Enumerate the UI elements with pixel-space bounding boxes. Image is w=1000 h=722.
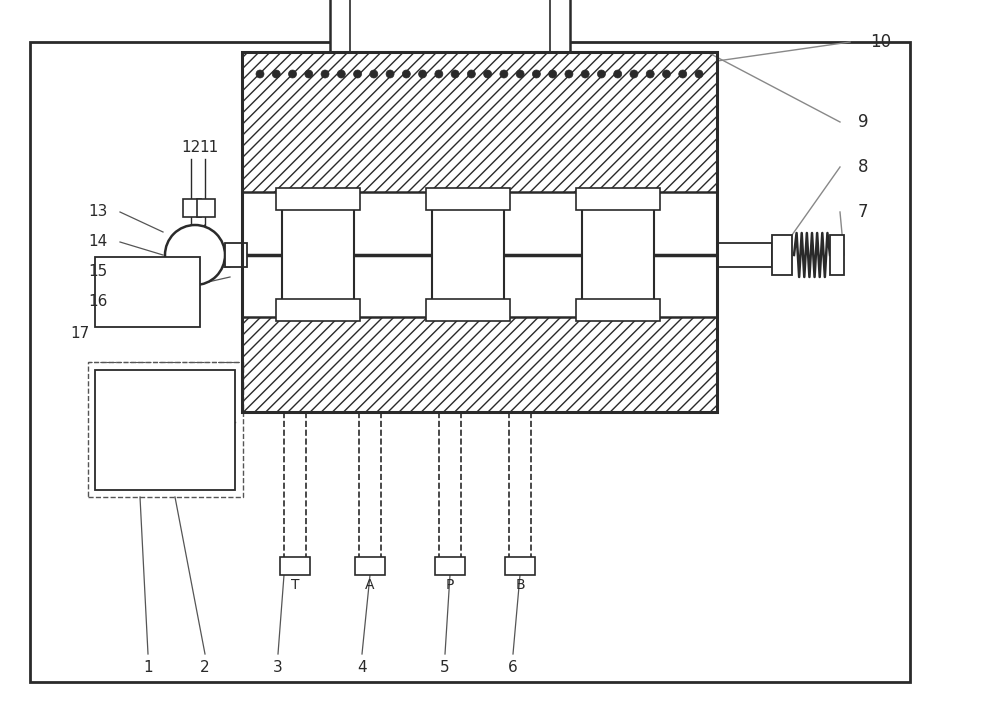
Circle shape — [370, 70, 378, 78]
Bar — [772, 235, 792, 275]
Text: 8: 8 — [858, 158, 868, 176]
Text: A: A — [365, 578, 375, 592]
Circle shape — [662, 70, 670, 78]
Bar — [576, 299, 660, 321]
Bar — [242, 52, 717, 192]
Bar — [95, 257, 200, 327]
Circle shape — [419, 70, 427, 78]
Circle shape — [597, 70, 605, 78]
Bar — [426, 299, 510, 321]
Circle shape — [484, 70, 492, 78]
Circle shape — [435, 70, 443, 78]
Circle shape — [451, 70, 459, 78]
Circle shape — [695, 70, 703, 78]
Text: 3: 3 — [273, 659, 283, 674]
Circle shape — [256, 70, 264, 78]
Bar — [717, 243, 772, 267]
Bar — [830, 235, 844, 275]
Circle shape — [272, 70, 280, 78]
Text: 12: 12 — [181, 139, 201, 155]
Circle shape — [565, 70, 573, 78]
Bar — [582, 197, 654, 312]
Circle shape — [679, 70, 687, 78]
Bar — [276, 299, 360, 321]
Bar — [30, 42, 910, 682]
Circle shape — [386, 70, 394, 78]
Text: 5: 5 — [440, 659, 450, 674]
Circle shape — [516, 70, 524, 78]
Bar — [355, 557, 385, 575]
Bar — [426, 188, 510, 210]
Bar — [197, 199, 215, 217]
Circle shape — [614, 70, 622, 78]
Circle shape — [337, 70, 345, 78]
Text: P: P — [446, 578, 454, 592]
Bar — [242, 317, 717, 412]
Text: 16: 16 — [89, 295, 108, 310]
Circle shape — [354, 70, 362, 78]
Bar — [576, 188, 660, 210]
Bar — [330, 0, 570, 142]
Circle shape — [402, 70, 410, 78]
Text: 6: 6 — [508, 659, 518, 674]
Text: 15: 15 — [89, 264, 108, 279]
Circle shape — [467, 70, 475, 78]
Text: 4: 4 — [357, 659, 367, 674]
Bar — [276, 188, 360, 210]
Text: 9: 9 — [858, 113, 868, 131]
Circle shape — [630, 70, 638, 78]
Bar — [95, 370, 235, 490]
Circle shape — [321, 70, 329, 78]
Circle shape — [581, 70, 589, 78]
Bar — [280, 557, 310, 575]
Text: 7: 7 — [858, 203, 868, 221]
Bar — [242, 52, 717, 412]
Bar — [505, 557, 535, 575]
Text: T: T — [291, 578, 299, 592]
Circle shape — [646, 70, 654, 78]
Text: B: B — [515, 578, 525, 592]
Bar — [435, 557, 465, 575]
Text: 1: 1 — [143, 659, 153, 674]
Circle shape — [305, 70, 313, 78]
Bar — [282, 197, 354, 312]
Text: 10: 10 — [870, 33, 891, 51]
Circle shape — [532, 70, 540, 78]
Circle shape — [165, 225, 225, 285]
Circle shape — [289, 70, 297, 78]
Bar — [350, 0, 550, 124]
Bar — [432, 197, 504, 312]
Circle shape — [549, 70, 557, 78]
Text: 14: 14 — [89, 235, 108, 250]
Text: 13: 13 — [89, 204, 108, 219]
Circle shape — [500, 70, 508, 78]
Text: 11: 11 — [199, 139, 219, 155]
Bar — [225, 243, 247, 267]
Text: 17: 17 — [71, 326, 90, 342]
Bar — [88, 362, 243, 497]
Text: 2: 2 — [200, 659, 210, 674]
Bar — [183, 199, 201, 217]
